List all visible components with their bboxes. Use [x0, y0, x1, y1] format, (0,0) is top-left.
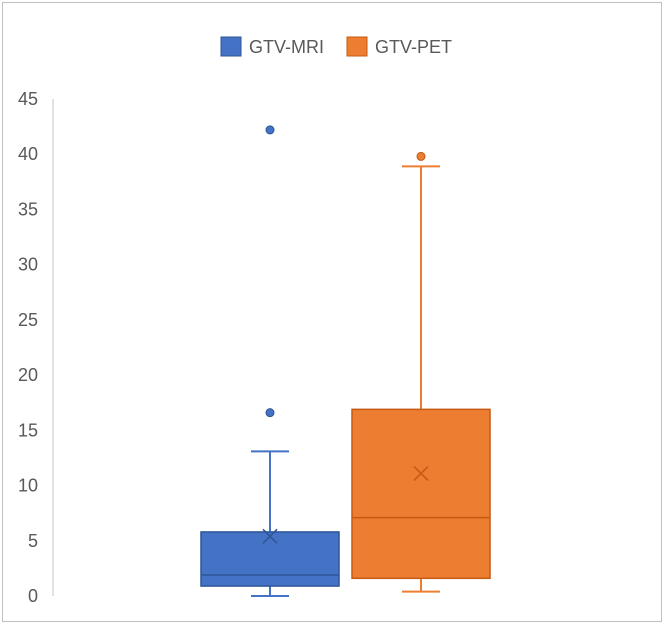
- y-tick-label: 35: [18, 199, 38, 219]
- mean-marker: [262, 528, 278, 544]
- legend-swatch-gtv-pet: [346, 36, 368, 57]
- iqr-box: [200, 531, 340, 587]
- y-tick-label: 30: [18, 255, 38, 275]
- box-gtv-mri: [200, 125, 340, 597]
- outlier-point: [416, 151, 426, 161]
- outlier-point: [265, 408, 275, 418]
- y-tick-label: 15: [18, 420, 38, 440]
- iqr-box: [351, 408, 491, 580]
- y-tick-label: 5: [28, 531, 38, 551]
- y-tick-label: 20: [18, 365, 38, 385]
- box-plot-series: [200, 125, 491, 597]
- legend-swatch-gtv-mri: [220, 36, 242, 57]
- outlier-point: [265, 125, 275, 135]
- mean-marker: [413, 465, 429, 481]
- box-gtv-pet: [351, 151, 491, 593]
- y-tick-label: 45: [18, 89, 38, 109]
- y-tick-label: 10: [18, 476, 38, 496]
- legend-label-gtv-pet: GTV-PET: [375, 37, 452, 57]
- legend-label-gtv-mri: GTV-MRI: [249, 37, 324, 57]
- legend: GTV-MRI GTV-PET: [220, 36, 452, 57]
- y-tick-label: 40: [18, 144, 38, 164]
- y-tick-label: 0: [28, 586, 38, 606]
- y-axis-ticks: 0 5 10 15 20 25 30 35 40 45: [18, 89, 38, 606]
- y-tick-label: 25: [18, 310, 38, 330]
